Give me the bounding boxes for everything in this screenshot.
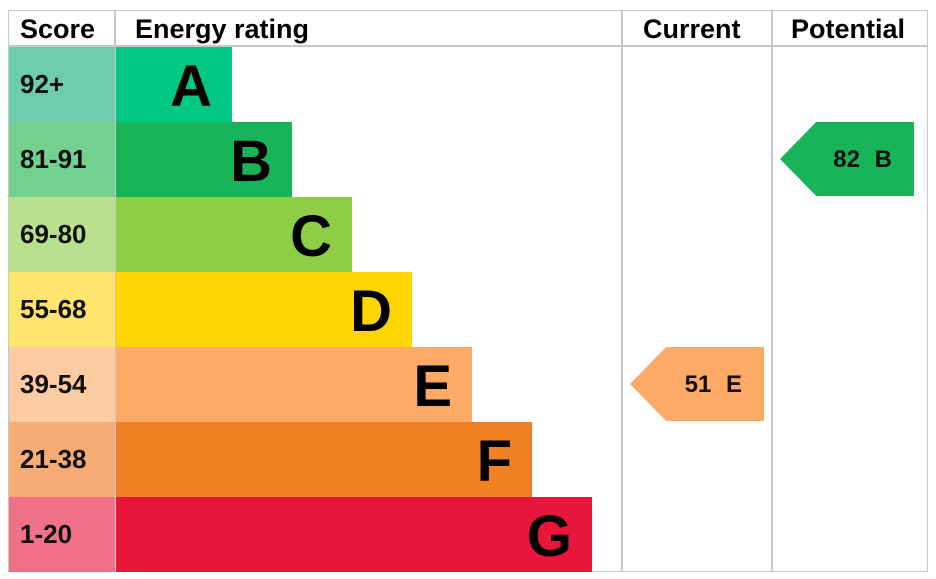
header-divider [8,45,928,47]
band-bar-f: F [116,422,532,497]
band-bar-g: G [116,497,592,572]
band-bar-d: D [116,272,412,347]
potential-rating-label: 82 B [833,146,892,173]
divider [621,10,623,572]
header-potential: Potential [791,14,906,44]
band-bar-e: E [116,347,472,422]
score-range-f: 21-38 [9,422,115,497]
score-range-e: 39-54 [9,347,115,422]
score-range-d: 55-68 [9,272,115,347]
score-range-g: 1-20 [9,497,115,572]
header-current: Current [643,14,741,44]
band-bar-a: A [116,47,232,122]
score-range-a: 92+ [9,47,115,122]
band-bar-b: B [116,122,292,197]
divider [114,10,116,572]
score-range-c: 69-80 [9,197,115,272]
current-rating-label: 51 E [684,371,742,398]
header-score: Score [20,14,96,44]
band-bar-c: C [116,197,352,272]
divider [771,10,773,572]
header-energy-rating: Energy rating [135,14,310,44]
score-range-b: 81-91 [9,122,115,197]
